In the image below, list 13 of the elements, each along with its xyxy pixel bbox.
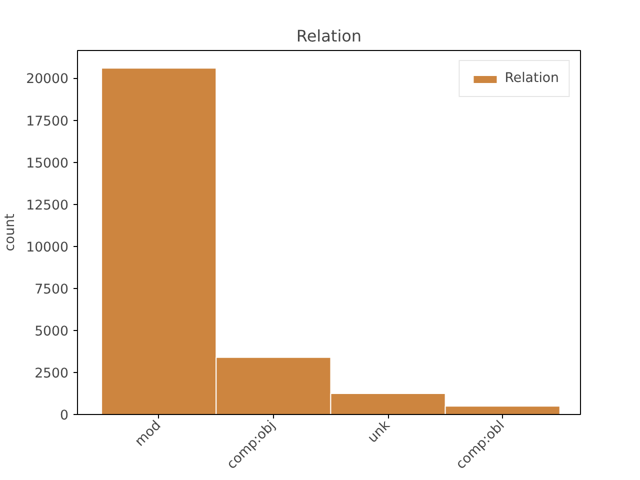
y-tick-label: 17500 <box>26 114 69 130</box>
y-tick-label: 15000 <box>26 156 69 172</box>
y-tick-label: 10000 <box>26 240 69 256</box>
y-tick-label: 2500 <box>34 366 69 382</box>
y-tick-label: 5000 <box>34 324 69 340</box>
y-tick-label: 7500 <box>34 282 69 298</box>
x-tick-label: unk <box>365 418 394 446</box>
chart-title: Relation <box>296 26 362 46</box>
y-axis-title: count <box>3 214 18 252</box>
y-tick-label: 12500 <box>26 198 69 214</box>
y-tick-label: 20000 <box>26 72 69 88</box>
legend-label: Relation <box>504 71 559 86</box>
y-tick-label: 0 <box>60 408 69 424</box>
